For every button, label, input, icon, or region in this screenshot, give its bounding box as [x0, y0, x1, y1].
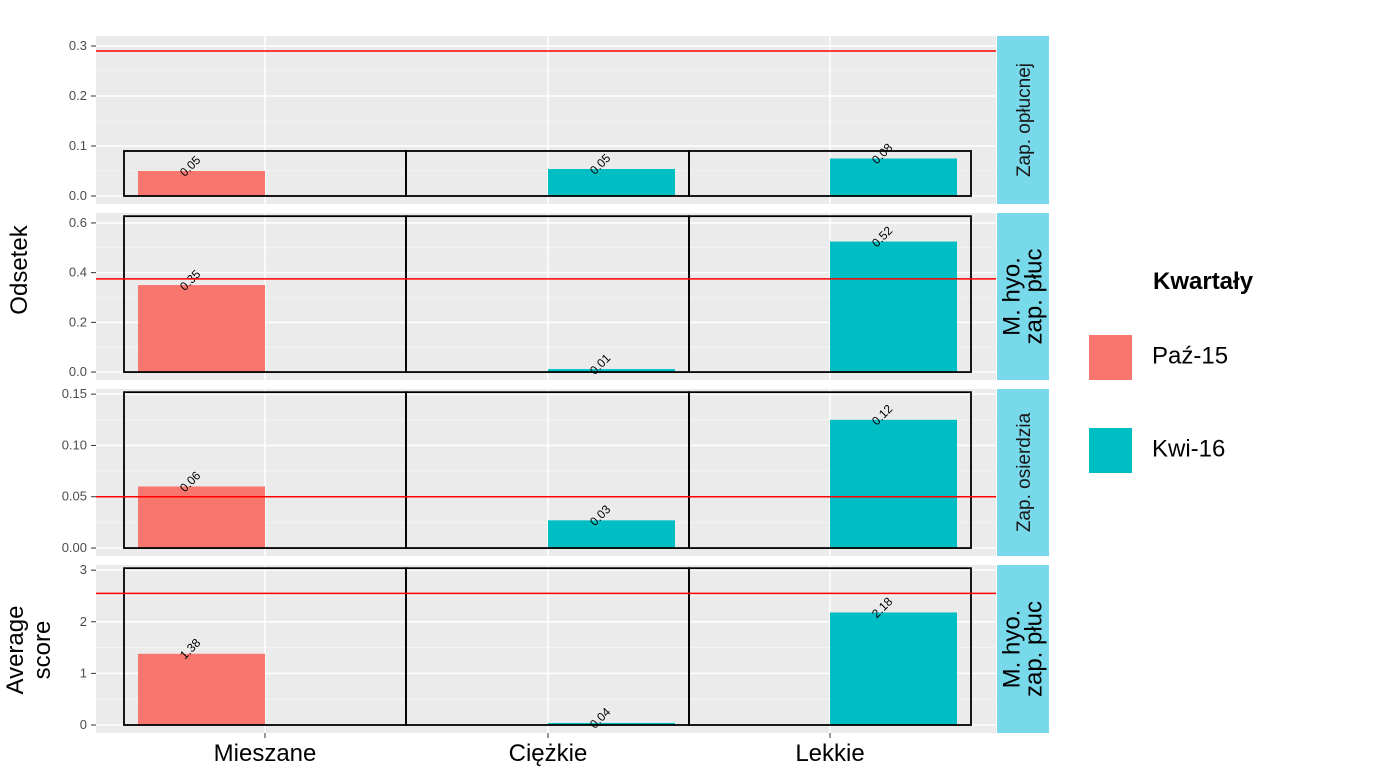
bar [830, 158, 957, 196]
legend-title: Kwartały [1153, 268, 1254, 295]
facet-strip-label: Zap. opłucnej [1014, 63, 1035, 177]
facet-strip-label: M. hyo. [998, 257, 1025, 336]
y-tick-label: 3 [80, 562, 87, 577]
y-tick-label: 0.05 [62, 489, 87, 504]
legend-swatch [1089, 428, 1132, 473]
bar [548, 722, 675, 725]
y-tick-label: 0.2 [69, 88, 87, 103]
bar [548, 369, 675, 373]
category-box [688, 215, 972, 373]
y-tick-label: 0.2 [69, 314, 87, 329]
facet-strip-label: zap. płuc [1020, 601, 1047, 697]
bar [548, 169, 675, 196]
y-tick-label: 1 [80, 665, 87, 680]
y-axis-title-average-score: Average [2, 606, 29, 695]
facet-strip-label: zap. płuc [1020, 248, 1047, 344]
y-axis-title-average-score: score [29, 621, 56, 680]
bar [138, 285, 265, 373]
facet-strip-label: M. hyo. [998, 610, 1025, 689]
legend-label: Paź-15 [1152, 342, 1228, 369]
facet-strip [997, 213, 1049, 380]
x-tick-label: Lekkie [795, 740, 864, 767]
y-tick-label: 0.10 [62, 437, 87, 452]
y-tick-label: 0.0 [69, 188, 87, 203]
facet-strip [997, 36, 1049, 204]
category-box [688, 567, 972, 726]
y-tick-label: 0.15 [62, 386, 87, 401]
y-axis-title-odsetek: Odsetek [6, 224, 33, 314]
bar [830, 612, 957, 725]
bar [548, 520, 675, 549]
facet-strip [997, 565, 1049, 733]
legend-swatch [1089, 335, 1132, 380]
y-tick-label: 2 [80, 614, 87, 629]
y-tick-label: 0.00 [62, 540, 87, 555]
category-box [688, 150, 972, 197]
bar [830, 241, 957, 373]
bar [138, 486, 265, 549]
y-tick-label: 0.3 [69, 38, 87, 53]
y-tick-label: 0.6 [69, 215, 87, 230]
facet-strip-label: Zap. osierdzia [1014, 412, 1035, 532]
bar [138, 171, 265, 196]
facet-strip [997, 389, 1049, 556]
y-tick-label: 0.0 [69, 364, 87, 379]
x-tick-label: Mieszane [214, 740, 317, 767]
bar [138, 653, 265, 725]
x-tick-label: Ciężkie [509, 740, 588, 767]
y-tick-label: 0.4 [69, 265, 87, 280]
bar [830, 419, 957, 549]
category-box [688, 391, 972, 549]
y-tick-label: 0 [80, 717, 87, 732]
y-tick-label: 0.1 [69, 138, 87, 153]
legend-label: Kwi-16 [1152, 435, 1225, 462]
